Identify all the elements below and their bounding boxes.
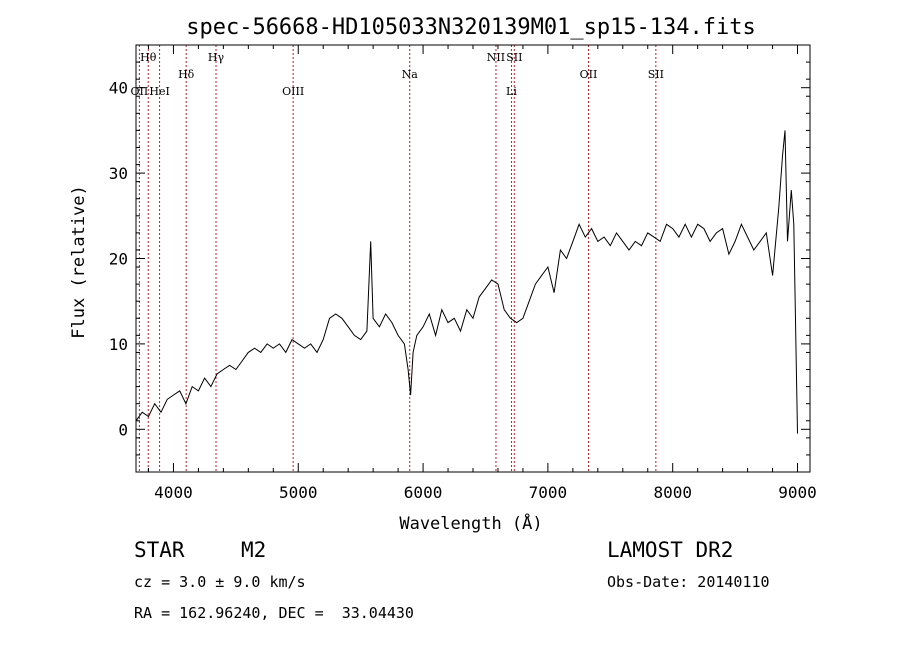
x-axis-ticks: 4000 5000 6000 7000 8000 9000	[147, 45, 817, 502]
x-tick-label: 7000	[529, 483, 568, 502]
spectral-line-label: Hδ	[178, 68, 195, 81]
y-tick-label: 10	[109, 335, 128, 354]
x-axis-label: Wavelength (Å)	[399, 512, 542, 534]
spectral-line-label: OIII	[282, 85, 304, 98]
spectral-line-label: Hθ	[140, 51, 157, 64]
y-tick-label: 0	[118, 420, 128, 439]
spectral-line-label: NII	[487, 51, 505, 64]
spectral-line-label: Li	[506, 85, 517, 98]
y-tick-label: 20	[109, 250, 128, 269]
coordinates-readout: RA = 162.96240, DEC = 33.04430	[134, 604, 414, 622]
y-tick-label: 40	[109, 79, 128, 98]
x-tick-label: 5000	[279, 483, 318, 502]
y-axis-label: Flux (relative)	[69, 185, 89, 339]
spectral-line-label: SII	[506, 51, 522, 64]
object-type: STAR	[134, 538, 185, 562]
chart-title: spec-56668-HD105033N320139M01_sp15-134.f…	[186, 15, 756, 40]
y-tick-label: 30	[109, 164, 128, 183]
spectral-line-markers	[138, 45, 657, 472]
spectral-line-label: Hγ	[208, 51, 225, 64]
spectral-line-label: HeI	[149, 85, 169, 98]
y-axis-ticks: 0 10 20 30 40	[109, 44, 810, 473]
x-tick-label: 6000	[404, 483, 443, 502]
spectral-line-label: Na	[402, 68, 419, 81]
spectral-subclass: M2	[241, 538, 267, 562]
spectral-line-label: OII	[131, 85, 149, 98]
spectral-line-label: OII	[580, 68, 598, 81]
plot-frame	[135, 44, 811, 473]
x-tick-label: 9000	[778, 483, 817, 502]
x-tick-label: 4000	[154, 483, 193, 502]
x-tick-label: 8000	[653, 483, 692, 502]
spectrum-series-line	[135, 130, 798, 434]
observation-date: Obs-Date: 20140110	[607, 573, 770, 591]
spectral-line-label: SII	[648, 68, 664, 81]
survey-name: LAMOST DR2	[607, 538, 734, 562]
redshift-readout: cz = 3.0 ± 9.0 km/s	[134, 573, 306, 591]
